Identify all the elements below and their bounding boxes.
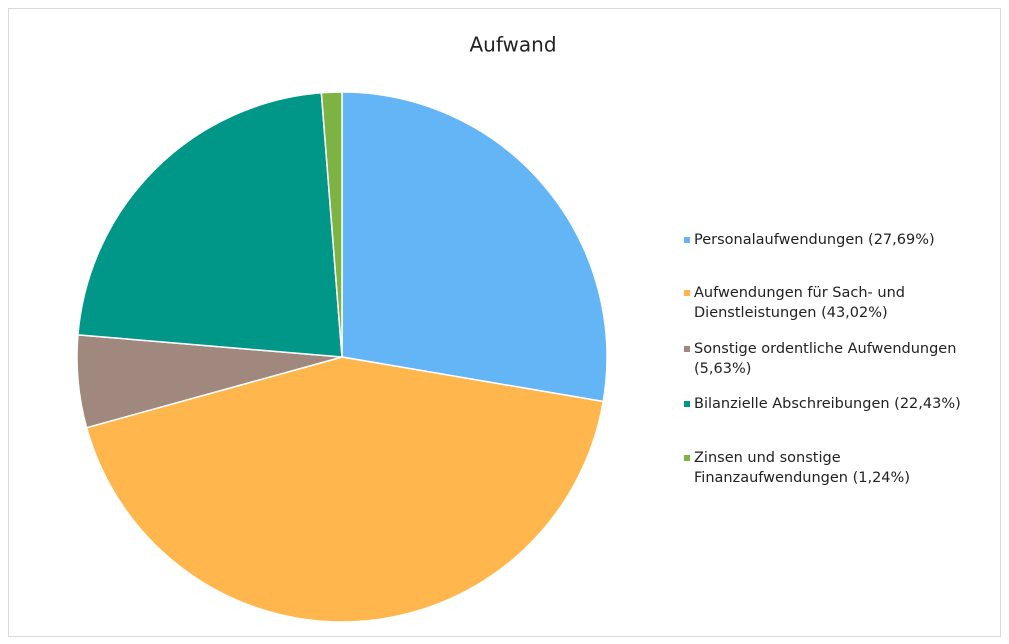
legend-swatch [684, 346, 690, 352]
legend-swatch [684, 455, 690, 461]
legend-label: Bilanzielle Abschreibungen (22,43%) [694, 396, 961, 412]
legend-label: Sonstige ordentliche Aufwendungen (5,63%… [694, 341, 957, 377]
legend-swatch [684, 237, 690, 243]
legend-label: Aufwendungen für Sach- und Dienstleistun… [694, 285, 905, 321]
legend-item: Sonstige ordentliche Aufwendungen (5,63%… [684, 339, 994, 379]
chart-title: Aufwand [469, 33, 556, 57]
legend-item: Aufwendungen für Sach- und Dienstleistun… [684, 283, 994, 323]
legend-item: Bilanzielle Abschreibungen (22,43%) [684, 394, 994, 414]
pie-slice [320, 91, 343, 358]
legend-label: Personalaufwendungen (27,69%) [694, 232, 935, 248]
legend-item: Personalaufwendungen (27,69%) [684, 230, 994, 250]
pie-slice [77, 91, 343, 358]
legend-swatch [684, 401, 690, 407]
legend-swatch [684, 290, 690, 296]
pie-slice [341, 91, 608, 403]
legend-item: Zinsen und sonstige Finanzaufwendungen (… [684, 448, 994, 488]
pie-slice [85, 356, 605, 623]
legend-label: Zinsen und sonstige Finanzaufwendungen (… [694, 450, 910, 486]
